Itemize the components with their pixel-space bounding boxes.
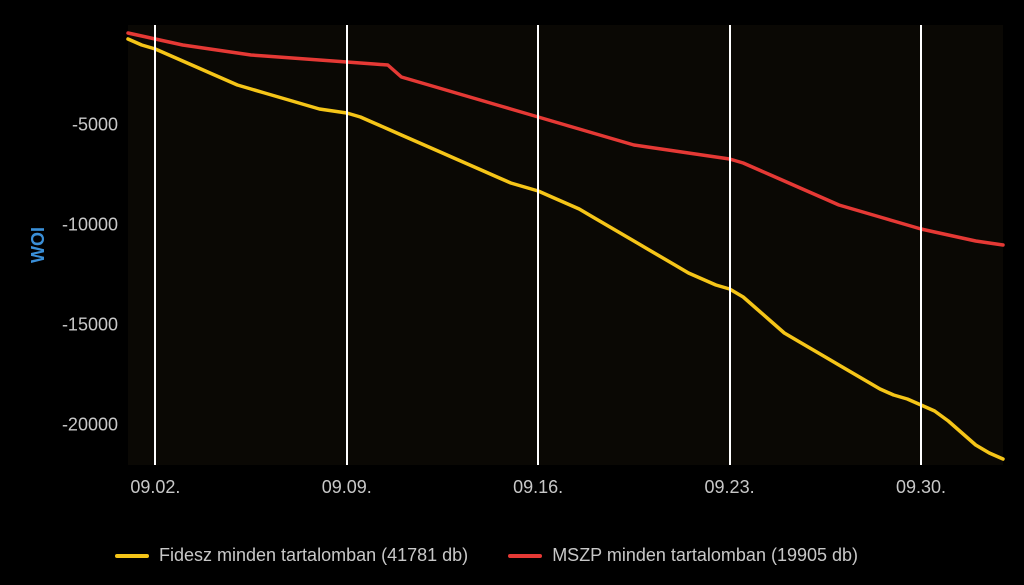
woi-line-chart: 09.02. 09.09. 09.16. 09.23. 09.30. -5000 -100… [0, 0, 1024, 585]
legend-item: MSZP minden tartalomban (19905 db) [508, 545, 858, 566]
chart-legend: Fidesz minden tartalomban (41781 db) MSZP… [115, 545, 858, 566]
x-gridline [346, 25, 348, 465]
y-tick-label: -10000 [62, 215, 118, 236]
y-tick-label: -5000 [72, 115, 118, 136]
x-tick-label: 09.30. [896, 477, 946, 498]
legend-swatch [115, 554, 149, 558]
y-axis-title: WOI [28, 227, 49, 263]
series-line [128, 39, 1003, 459]
y-tick-label: -15000 [62, 315, 118, 336]
legend-item: Fidesz minden tartalomban (41781 db) [115, 545, 468, 566]
x-gridline [920, 25, 922, 465]
x-tick-label: 09.16. [513, 477, 563, 498]
x-tick-label: 09.23. [705, 477, 755, 498]
x-gridline [154, 25, 156, 465]
plot-area [128, 25, 1003, 465]
legend-swatch [508, 554, 542, 558]
legend-label: MSZP minden tartalomban (19905 db) [552, 545, 858, 566]
x-gridline [537, 25, 539, 465]
y-tick-label: -20000 [62, 415, 118, 436]
x-tick-label: 09.09. [322, 477, 372, 498]
series-line [128, 33, 1003, 245]
x-tick-label: 09.02. [130, 477, 180, 498]
x-gridline [729, 25, 731, 465]
chart-lines [128, 25, 1003, 465]
legend-label: Fidesz minden tartalomban (41781 db) [159, 545, 468, 566]
